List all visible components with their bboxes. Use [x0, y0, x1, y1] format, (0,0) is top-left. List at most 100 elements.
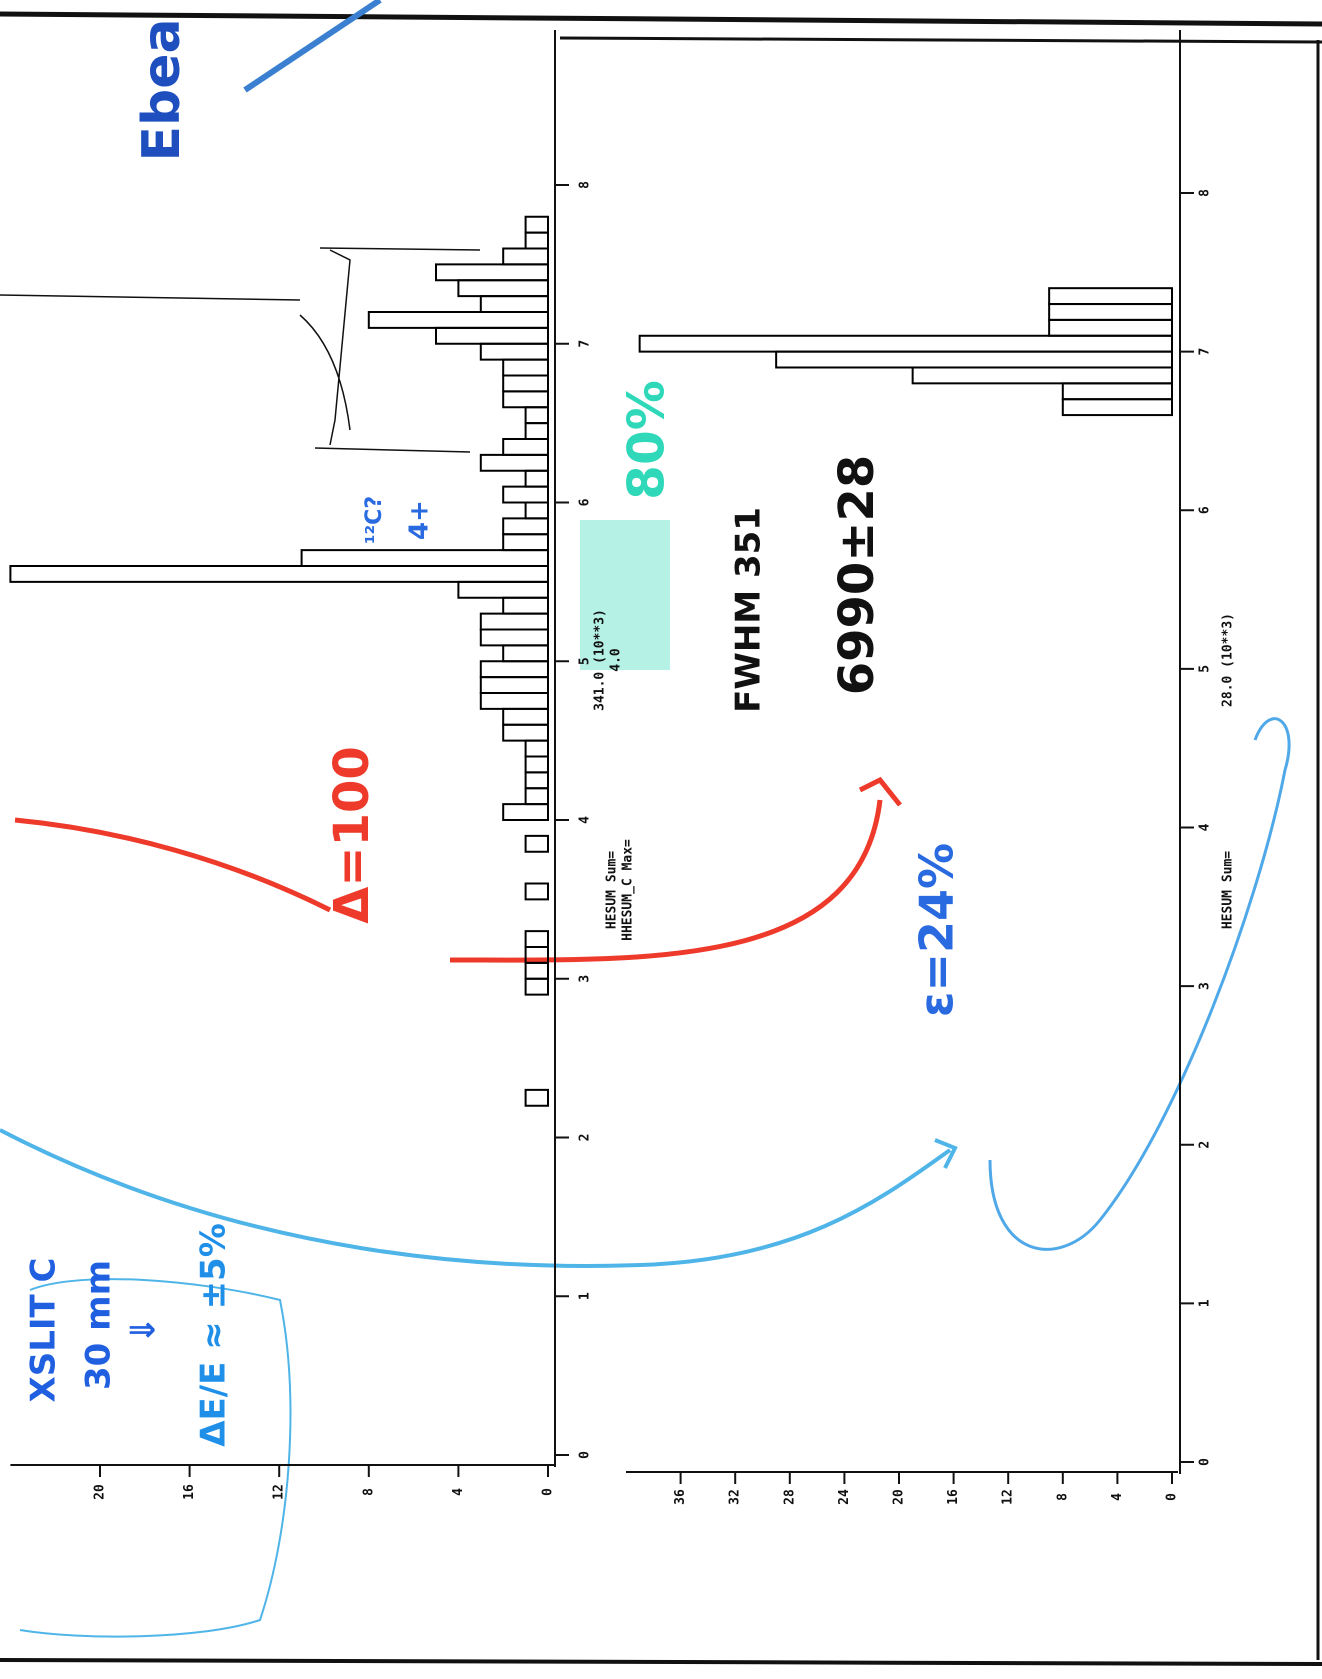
dimension-marker — [0, 247, 481, 453]
histogram-bar — [502, 517, 550, 536]
x-tick-label: 1 — [578, 1292, 593, 1300]
histogram-bar — [524, 787, 549, 806]
handwritten-note: 6990±28 — [829, 455, 885, 696]
histogram-bar — [457, 279, 549, 298]
x-tick-label: 6 — [578, 498, 593, 506]
count-tick-label: 20 — [93, 1484, 108, 1500]
stat-label: HESUM Sum= — [605, 851, 620, 929]
x-tick-label: 2 — [578, 1134, 593, 1142]
x-tick-label: 6 — [1198, 506, 1213, 514]
count-tick-label: 4 — [1110, 1493, 1125, 1501]
count-tick-label: 16 — [182, 1484, 197, 1500]
stat-label: 28.0 (10**3) — [1221, 613, 1236, 707]
histogram-bar — [479, 692, 549, 710]
blue-stroke — [243, 0, 382, 93]
histogram-bar — [502, 803, 550, 821]
histogram-bar — [1061, 398, 1174, 417]
x-tick-label: 8 — [578, 181, 593, 189]
x-tick-label: 3 — [578, 975, 593, 983]
x-tick-label: 8 — [1198, 189, 1213, 197]
frame-line — [0, 1658, 1322, 1666]
histogram-bar — [1048, 303, 1174, 321]
histogram-bar — [457, 580, 549, 599]
x-tick-label: 5 — [578, 657, 593, 665]
count-tick-label: 12 — [272, 1484, 287, 1500]
histogram-bar — [502, 438, 550, 456]
histogram-bar — [502, 533, 550, 552]
count-tick-label: 0 — [541, 1488, 556, 1496]
histogram-bar — [1048, 318, 1174, 337]
stat-label: 4.0 — [609, 648, 624, 672]
handwritten-note: Δ=100 — [324, 746, 380, 924]
histogram-bar — [524, 469, 549, 488]
stat-label: 341.0 (10**3) — [593, 609, 608, 711]
histogram-bar — [524, 422, 549, 440]
histogram-bar — [479, 453, 549, 472]
count-tick-label: 20 — [892, 1489, 907, 1505]
x-tick-label: 4 — [1198, 823, 1213, 831]
handwritten-note: 80% — [618, 380, 676, 500]
histogram-bar — [524, 231, 549, 250]
histogram-bar — [502, 358, 550, 377]
histogram-bar — [911, 366, 1174, 385]
count-tick-label: 12 — [1001, 1489, 1016, 1505]
histogram-bar — [524, 882, 549, 901]
handwritten-note: 4+ — [405, 500, 435, 540]
histogram-bar — [502, 390, 550, 409]
red-arrow — [449, 776, 902, 963]
x-tick-label: 7 — [1198, 348, 1213, 356]
histogram-bar — [524, 501, 549, 520]
count-tick-label: 36 — [673, 1489, 688, 1505]
count-tick-label: 24 — [837, 1489, 852, 1505]
x-tick-label: 1 — [1198, 1299, 1213, 1307]
histogram-bar — [502, 644, 550, 663]
histogram-bar — [479, 295, 549, 313]
histogram-bar — [502, 374, 550, 393]
histogram-bar — [479, 676, 549, 694]
histogram-bar — [524, 930, 549, 948]
histogram-bar — [479, 342, 549, 361]
histogram-bar — [524, 977, 549, 996]
x-tick-label: 0 — [578, 1451, 593, 1459]
histogram-bar — [300, 549, 549, 567]
x-tick-label: 0 — [1198, 1458, 1213, 1466]
count-tick-label: 32 — [728, 1489, 743, 1505]
histogram-bar — [775, 350, 1174, 369]
frame-line — [559, 36, 1322, 44]
histogram-bar — [502, 485, 550, 504]
count-tick-label: 8 — [1055, 1493, 1070, 1501]
histogram-bar — [524, 739, 549, 758]
frame-line — [0, 11, 1322, 27]
histogram-bar — [502, 596, 550, 615]
note-outline — [19, 1278, 292, 1638]
count-tick-label: 0 — [1165, 1493, 1180, 1501]
count-tick-label: 8 — [361, 1488, 376, 1496]
count-tick-label: 28 — [782, 1489, 797, 1505]
histogram-bar — [1048, 287, 1174, 306]
x-tick-label: 2 — [1198, 1141, 1213, 1149]
histogram-bar — [1061, 382, 1174, 401]
histogram-bar — [479, 612, 549, 631]
handwritten-note: Ebea — [132, 18, 192, 161]
x-tick-label: 3 — [1198, 982, 1213, 990]
handwritten-note: ε=24% — [910, 843, 964, 1017]
histogram-bar — [524, 834, 549, 853]
count-tick-label: 4 — [451, 1488, 466, 1496]
stat-label: HHESUM_C Max= — [621, 839, 636, 941]
stat-label: HESUM Sum= — [1221, 851, 1236, 929]
handwritten-note: 30 mm — [79, 1260, 119, 1390]
histogram-bar — [524, 215, 549, 234]
blue-curve — [988, 717, 1291, 1251]
x-tick-label: 7 — [578, 340, 593, 348]
x-tick-label: 5 — [1198, 665, 1213, 673]
histogram-bar — [479, 628, 549, 647]
histogram-bar — [638, 334, 1173, 353]
handwritten-note: XSLIT C — [24, 1258, 64, 1403]
histogram-bar — [524, 771, 549, 790]
histogram-bar — [367, 311, 549, 329]
histogram-bar — [502, 707, 550, 726]
handwritten-note: FWHM 351 — [729, 507, 769, 713]
histogram-bar — [435, 326, 549, 345]
histogram-bar — [524, 755, 549, 774]
